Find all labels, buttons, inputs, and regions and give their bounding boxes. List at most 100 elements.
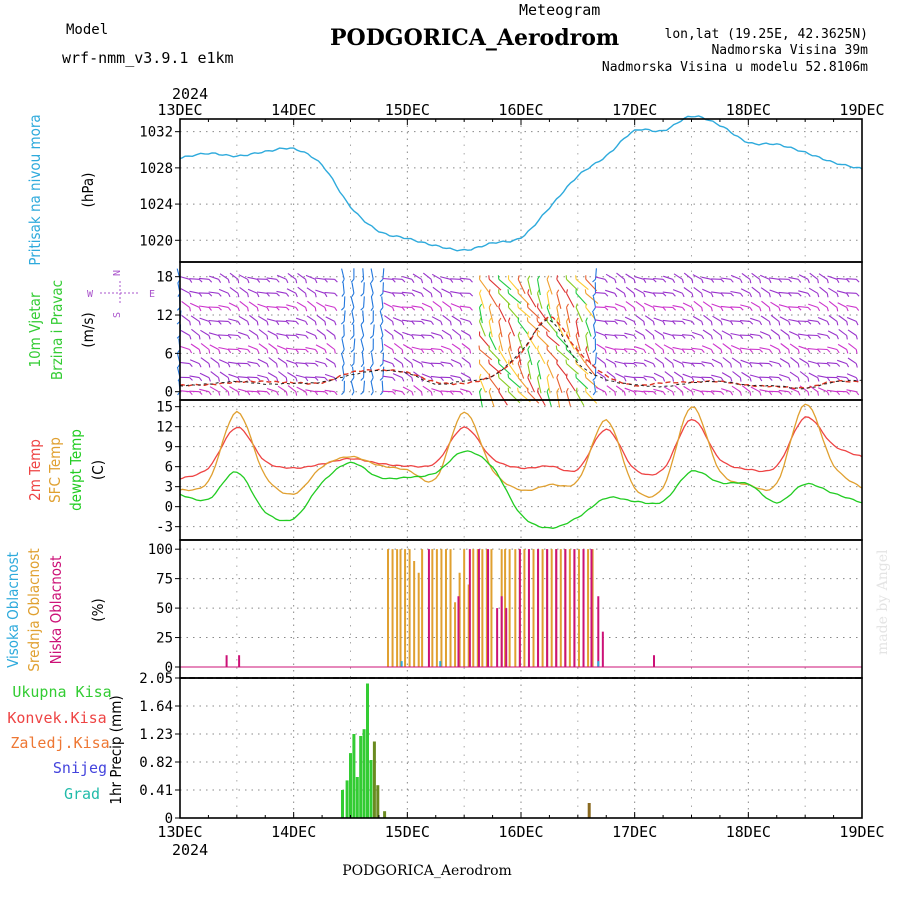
wind-barb xyxy=(682,361,693,365)
wind-barb xyxy=(644,302,654,308)
wind-barb xyxy=(645,328,654,336)
wind-barb-head xyxy=(836,279,840,284)
wind-barb-head xyxy=(208,278,213,283)
wind-barbs xyxy=(176,268,860,408)
wind-barb xyxy=(692,274,702,280)
wind-barb xyxy=(691,388,702,393)
wind-barb xyxy=(199,388,210,393)
wind-barb-head xyxy=(324,307,327,312)
subtitle: Meteogram xyxy=(519,1,600,19)
wind-barb-head xyxy=(614,307,618,311)
wind-barb-head xyxy=(360,306,364,311)
wind-barb-head xyxy=(749,335,754,339)
wind-barb xyxy=(592,296,597,308)
wind-barb-head xyxy=(350,335,355,339)
t2m-line xyxy=(179,416,863,480)
wind-barb xyxy=(190,315,200,322)
wind-barb-head xyxy=(691,349,696,353)
wind-barb xyxy=(460,317,470,322)
wind-barb-head xyxy=(401,321,405,326)
ytick-label: 2.05 xyxy=(139,671,173,687)
wind-barb-head xyxy=(623,377,627,382)
wind-barb xyxy=(614,360,625,365)
wind-barb xyxy=(712,343,722,350)
wind-barb xyxy=(460,372,471,379)
precip-legend-item: Snijeg xyxy=(53,759,107,777)
cloud-grid xyxy=(180,540,862,678)
wind-barb-head xyxy=(797,349,800,354)
wind-barb-head xyxy=(592,391,596,396)
wind-barb xyxy=(624,316,635,322)
wind-barb-head xyxy=(527,373,530,378)
wind-barb-head xyxy=(488,317,492,322)
wind-barb xyxy=(363,380,366,392)
x-axis-top: 13DEC 14DEC 15DEC 16DEC 17DEC 18DEC 19DEC 2024 xyxy=(157,85,884,119)
wind-barb xyxy=(536,377,542,394)
wind-barb-head xyxy=(817,307,821,312)
wind-barb-head xyxy=(324,363,328,368)
wind-barb-head xyxy=(360,377,364,381)
wind-barb xyxy=(258,343,268,350)
wind-barb-head xyxy=(652,292,657,297)
precip-bar xyxy=(366,683,369,818)
wind-barb-head xyxy=(807,321,812,325)
wind-barb-head xyxy=(807,307,812,311)
wind-barb xyxy=(585,363,597,377)
wind-barb-head xyxy=(341,391,345,395)
wind-barb-head xyxy=(440,391,444,396)
wind-barb-head xyxy=(730,321,734,326)
wind-barb-head xyxy=(314,307,317,312)
wind-barb xyxy=(218,334,229,337)
wind-barb-head xyxy=(295,349,299,353)
wind-barb-head xyxy=(604,321,609,325)
wind-barb-head xyxy=(633,279,636,284)
wind-barb xyxy=(664,357,674,365)
wind-barb-head xyxy=(379,391,384,396)
wind-barb-head xyxy=(672,321,676,325)
wind-barb xyxy=(797,305,809,308)
wind-barb-head xyxy=(807,293,811,297)
wind-barb xyxy=(431,316,442,322)
wind-barb-head xyxy=(643,391,647,396)
wind-barb xyxy=(208,319,219,322)
wind-barb-head xyxy=(739,349,743,354)
wind-barb-head xyxy=(430,335,435,339)
wind-barb xyxy=(828,315,838,322)
wind-barb xyxy=(556,335,569,348)
wind-barb xyxy=(488,335,497,351)
wind-barb-head xyxy=(759,335,763,339)
wind-barb-head xyxy=(846,278,850,283)
wind-barb-head xyxy=(266,349,269,354)
wind-barb-head xyxy=(662,292,667,297)
wind-barb xyxy=(740,347,751,351)
elevation: Nadmorska Visina 39m xyxy=(711,43,868,58)
wind-barb-head xyxy=(720,335,723,340)
wind-barb-head xyxy=(450,377,454,381)
wind-barb xyxy=(751,272,761,280)
wind-barb xyxy=(779,316,789,322)
wind-barb xyxy=(790,356,799,365)
wind-barb xyxy=(315,360,326,365)
wind-barb-head xyxy=(720,307,724,312)
wind-barb xyxy=(546,349,559,362)
wind-barb xyxy=(605,273,616,280)
wind-barb xyxy=(228,302,239,308)
wind-barb xyxy=(277,357,287,365)
ytick-label: 3 xyxy=(165,480,173,496)
wind-barb-head xyxy=(411,279,415,283)
wind-barb xyxy=(276,290,287,294)
wind-barb xyxy=(634,345,644,351)
wind-barb-head xyxy=(469,321,473,326)
wind-barb xyxy=(536,279,541,296)
wind-barb xyxy=(286,359,297,365)
wind-barb xyxy=(750,301,760,308)
wind-barb xyxy=(401,319,412,322)
wind-barb-head xyxy=(672,335,676,340)
wind-barb-head xyxy=(189,377,193,381)
wind-barb-head xyxy=(266,363,269,368)
wind-barb xyxy=(411,289,422,294)
wind-barb xyxy=(662,291,673,294)
wind-barb xyxy=(633,361,644,365)
wind-barb xyxy=(508,391,521,404)
wind-barb xyxy=(594,352,597,364)
